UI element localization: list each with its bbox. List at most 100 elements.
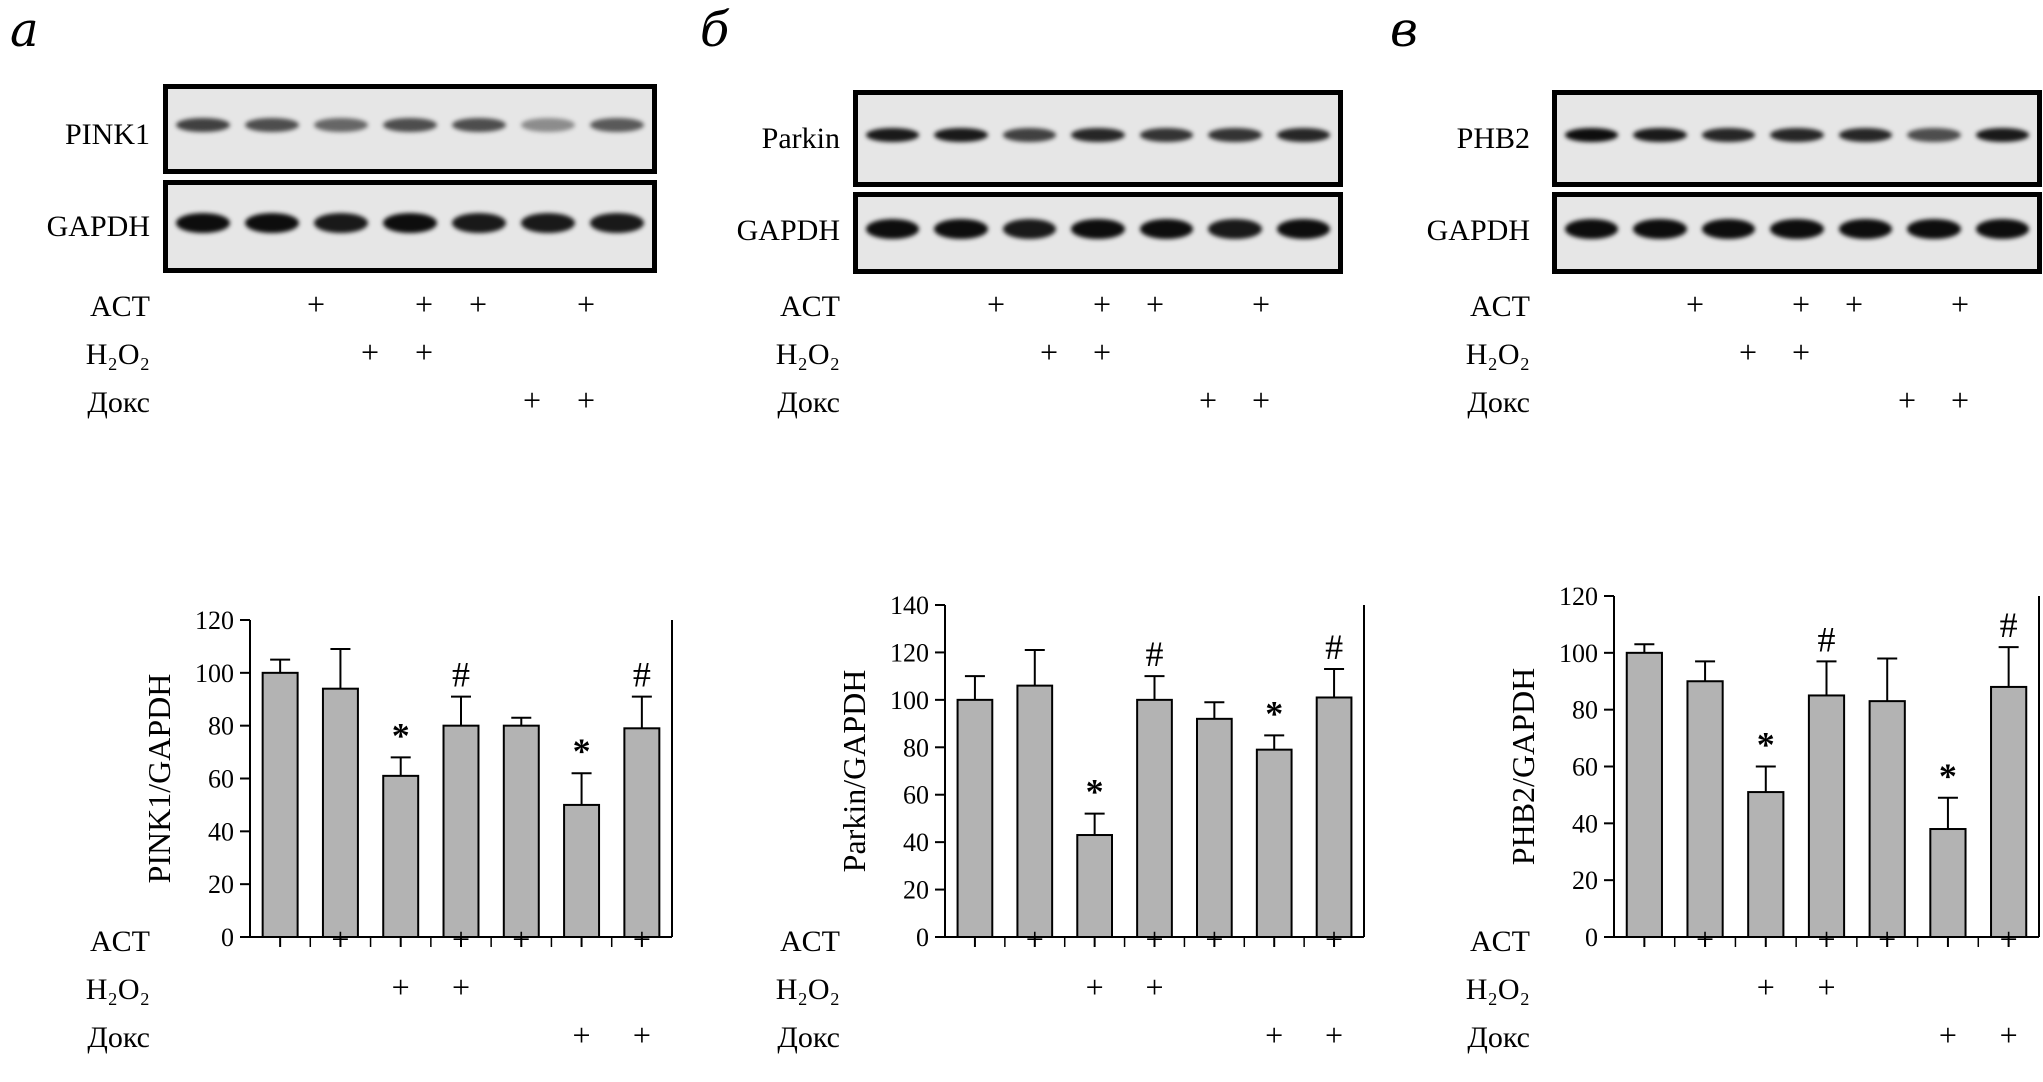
blot-band xyxy=(1838,219,1893,239)
blot-band xyxy=(1564,127,1619,142)
blot-band xyxy=(1002,127,1057,142)
y-tick-label: 120 xyxy=(1559,582,1598,611)
treatment-plus: + xyxy=(1817,921,1836,957)
significance-mark: * xyxy=(573,731,591,771)
blot-band xyxy=(175,118,230,132)
treatment-label: H₂O₂ xyxy=(85,973,150,1006)
treatment-plus: + xyxy=(1844,286,1864,322)
y-tick-label: 60 xyxy=(208,765,234,794)
bar xyxy=(1195,717,1233,938)
significance-mark: * xyxy=(1757,725,1775,765)
target-blot xyxy=(1552,90,2042,187)
treatment-plus: + xyxy=(306,286,326,322)
y-tick-label: 0 xyxy=(1585,923,1598,952)
treatment-plus: + xyxy=(632,1017,651,1053)
significance-mark: * xyxy=(1265,693,1283,733)
treatment-plus: + xyxy=(391,969,410,1005)
treatment-plus: + xyxy=(1817,969,1836,1005)
treatment-plus: + xyxy=(331,921,350,957)
treatment-label: ACT xyxy=(90,925,150,958)
loading-blot xyxy=(1552,192,2042,274)
treatment-plus: + xyxy=(414,334,434,370)
treatment-label: H₂O₂ xyxy=(775,973,840,1006)
treatment-label: ACT xyxy=(1470,290,1530,323)
treatment-label: H₂O₂ xyxy=(1465,973,1530,1006)
treatment-label: Докс xyxy=(87,1021,150,1054)
treatment-plus: + xyxy=(1950,382,1970,418)
bar xyxy=(382,774,420,938)
blot-band xyxy=(1564,219,1619,239)
significance-mark: * xyxy=(1939,756,1957,796)
bar xyxy=(563,803,601,939)
blot-band xyxy=(1208,219,1262,239)
blot-band xyxy=(521,212,576,233)
treatment-plus: + xyxy=(451,921,471,957)
bar xyxy=(1255,748,1293,939)
treatment-label: ACT xyxy=(780,290,840,323)
y-tick-label: 0 xyxy=(221,923,234,952)
blot-target-label: Parkin xyxy=(761,122,840,155)
blot-band xyxy=(244,212,299,233)
blot-band xyxy=(1071,127,1125,142)
treatment-label: Докс xyxy=(1467,386,1530,419)
treatment-plus: + xyxy=(1938,1017,1957,1053)
treatment-plus: + xyxy=(1791,286,1811,322)
treatment-plus: + xyxy=(1039,334,1059,370)
blot-band xyxy=(383,212,437,233)
bar xyxy=(1016,684,1054,939)
blot-band xyxy=(590,212,645,233)
y-tick-label: 120 xyxy=(195,606,234,635)
y-tick-label: 60 xyxy=(1572,753,1598,782)
y-tick-label: 80 xyxy=(1572,696,1598,725)
y-tick-label: 20 xyxy=(1572,866,1598,895)
y-tick-label: 60 xyxy=(903,781,929,810)
treatment-plus: + xyxy=(1999,921,2018,957)
blot-target-label: PINK1 xyxy=(64,118,150,151)
blot-band xyxy=(1701,127,1756,142)
panel-b: б Parkin GAPDH 0 20 40 60 80 100 120 140 Parkin/… xyxy=(690,0,1371,1082)
blot-loading-label: GAPDH xyxy=(46,210,150,243)
blot-band xyxy=(1838,127,1893,142)
blot-band xyxy=(1770,219,1824,239)
bar xyxy=(1686,680,1724,938)
y-tick-label: 100 xyxy=(1559,639,1598,668)
blot-band xyxy=(1633,127,1687,142)
blot-band xyxy=(1139,219,1194,239)
significance-mark: # xyxy=(633,655,651,695)
bar xyxy=(1929,828,1967,938)
treatment-plus: + xyxy=(522,382,542,418)
bar-chart: 0 20 40 60 80 100 120 PINK1/GAPDH * # * # xyxy=(141,606,673,952)
treatment-plus: + xyxy=(414,286,434,322)
panel-letter: в xyxy=(1390,2,1418,58)
treatment-plus: + xyxy=(1265,1017,1284,1053)
treatment-plus: + xyxy=(632,921,651,957)
treatment-plus: + xyxy=(1878,921,1897,957)
significance-mark: * xyxy=(1086,772,1104,812)
y-tick-label: 40 xyxy=(1572,809,1598,838)
treatment-plus: + xyxy=(468,286,488,322)
bar xyxy=(1747,791,1785,939)
panel-letter: а xyxy=(10,2,39,58)
blot-band xyxy=(1907,219,1961,239)
bar xyxy=(1868,700,1906,938)
panel-c: в PHB2 GAPDH 0 20 40 60 80 100 120 PHB2/GAPDH * #… xyxy=(1380,0,2043,1082)
bar xyxy=(442,724,480,939)
bar-chart: 0 20 40 60 80 100 120 140 Parkin/GAPDH * # * # xyxy=(836,591,1365,952)
treatment-plus: + xyxy=(1738,334,1758,370)
loading-blot xyxy=(163,180,657,273)
treatment-plus: + xyxy=(576,382,596,418)
significance-mark: # xyxy=(2000,605,2018,645)
blot-band xyxy=(934,219,988,239)
blot-band xyxy=(244,118,299,132)
treatment-plus: + xyxy=(1145,921,1164,957)
treatment-plus: + xyxy=(512,921,531,957)
blot-loading-label: GAPDH xyxy=(736,214,840,247)
blot-target-label: PHB2 xyxy=(1456,122,1530,155)
y-tick-label: 80 xyxy=(208,712,234,741)
significance-mark: * xyxy=(392,715,410,755)
y-tick-label: 100 xyxy=(890,686,929,715)
treatment-plus: + xyxy=(1251,286,1271,322)
blot-band xyxy=(1701,219,1756,239)
y-tick-label: 140 xyxy=(890,591,929,620)
bar xyxy=(1076,834,1114,938)
